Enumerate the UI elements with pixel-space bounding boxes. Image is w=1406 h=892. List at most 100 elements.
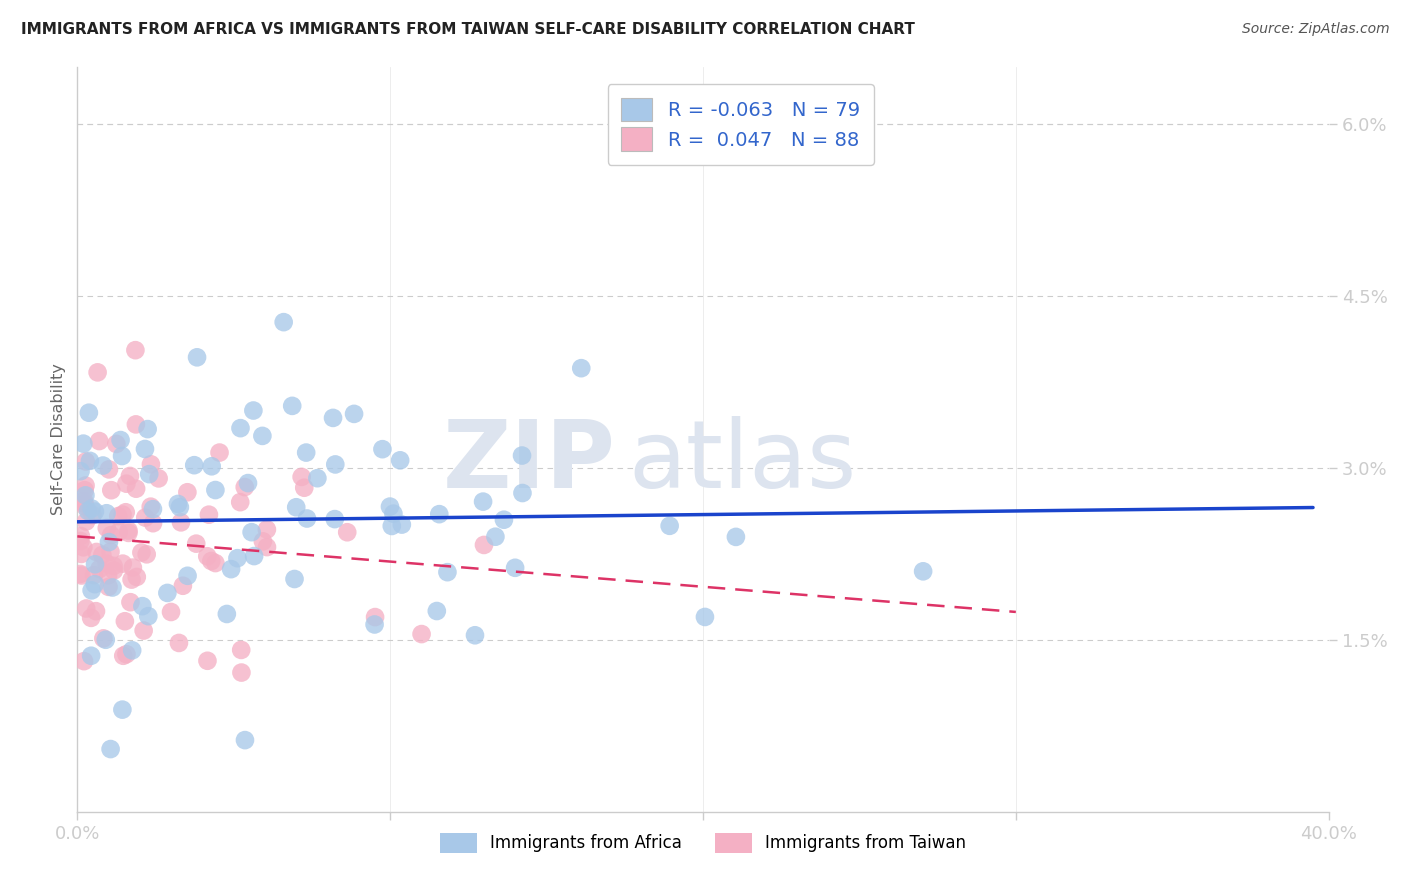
Point [69,533,91,548]
Point [105,437,128,451]
Point [231,665,253,680]
Point [569,361,592,376]
Point [107,509,129,524]
Point [292,481,315,495]
Point [219,562,242,576]
Point [125,417,148,432]
Point [115,476,138,491]
Point [208,445,231,459]
Point [73,494,96,508]
Point [69,464,91,478]
Point [323,458,346,472]
Point [114,614,136,628]
Point [197,654,219,668]
Point [97,462,120,476]
Point [512,486,534,500]
Point [70,547,93,561]
Point [117,524,139,538]
Point [94,632,117,647]
Point [252,534,274,549]
Point [186,536,208,550]
Point [492,513,515,527]
Point [233,480,256,494]
Point [391,517,413,532]
Point [79,454,101,468]
Point [100,544,122,558]
Point [484,530,506,544]
Point [96,557,118,571]
Point [283,572,305,586]
Point [75,478,97,492]
Point [111,449,134,463]
Point [70,529,93,543]
Point [83,568,105,582]
Point [89,562,111,576]
Point [156,586,179,600]
Point [381,519,404,533]
Point [343,407,366,421]
Point [204,556,226,570]
Point [75,601,97,615]
Point [371,442,394,457]
Point [100,483,122,498]
Y-axis label: Self-Care Disability: Self-Care Disability [51,363,66,516]
Point [82,508,104,523]
Point [93,632,115,646]
Point [103,558,125,573]
Point [233,733,256,747]
Point [97,580,120,594]
Point [70,568,93,582]
Legend: Immigrants from Africa, Immigrants from Taiwan: Immigrants from Africa, Immigrants from … [433,827,973,859]
Point [176,569,198,583]
Point [91,548,114,562]
Point [285,500,308,515]
Point [382,507,405,521]
Point [77,504,100,518]
Point [243,549,266,563]
Text: ZIP: ZIP [443,416,616,508]
Point [80,583,103,598]
Point [111,557,134,571]
Point [97,535,120,549]
Point [322,411,344,425]
Point [240,525,263,540]
Point [426,604,449,618]
Point [160,605,183,619]
Point [125,482,148,496]
Point [135,547,157,561]
Point [132,624,155,638]
Point [291,470,314,484]
Point [84,604,107,618]
Point [411,627,433,641]
Point [172,579,194,593]
Point [215,607,238,621]
Point [136,422,159,436]
Point [198,508,221,522]
Point [229,495,252,509]
Point [77,406,100,420]
Point [336,525,359,540]
Point [131,545,153,559]
Text: Source: ZipAtlas.com: Source: ZipAtlas.com [1241,22,1389,37]
Point [242,403,264,417]
Point [83,577,105,591]
Point [75,454,97,468]
Point [96,506,118,520]
Point [186,351,208,365]
Point [83,505,105,519]
Point [115,647,138,661]
Point [472,494,495,508]
Point [273,315,295,329]
Point [148,471,170,485]
Point [120,595,142,609]
Point [510,449,533,463]
Point [75,515,97,529]
Point [108,524,131,539]
Point [91,458,114,473]
Point [131,599,153,614]
Point [256,540,278,554]
Point [201,459,224,474]
Point [472,538,495,552]
Point [256,523,278,537]
Point [236,476,259,491]
